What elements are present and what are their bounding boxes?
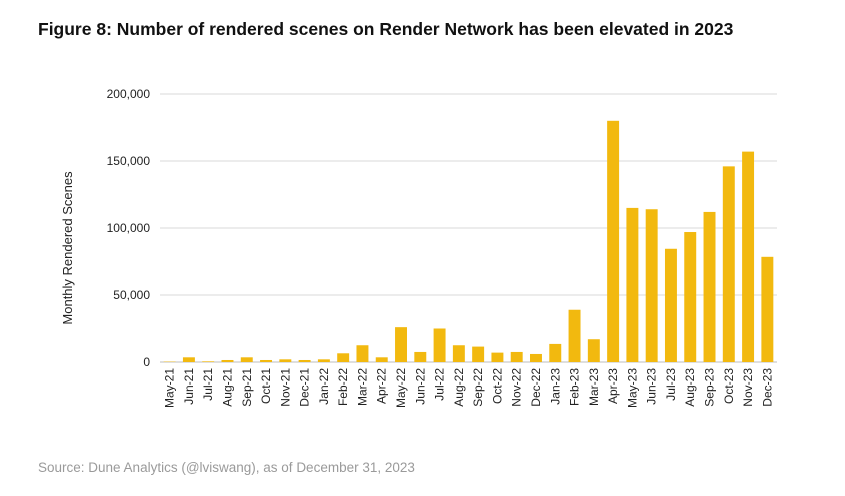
x-tick-label: Aug-21 [220, 368, 234, 407]
x-tick-label: Mar-22 [355, 368, 369, 406]
y-tick-label: 0 [143, 355, 150, 369]
x-tick-label: Aug-22 [452, 368, 466, 407]
bar [221, 359, 234, 362]
x-tick-label: Mar-23 [587, 368, 601, 406]
bar [472, 346, 485, 362]
bar [491, 352, 504, 362]
x-tick-label: Oct-21 [259, 368, 273, 404]
x-tick-label: Jul-23 [664, 368, 678, 401]
x-tick-label: Nov-21 [278, 368, 292, 407]
x-tick-label: Sep-21 [240, 368, 254, 407]
bar [568, 309, 581, 362]
x-tick-label: Aug-23 [683, 368, 697, 407]
x-tick-label: Sep-23 [703, 368, 717, 407]
bar [607, 120, 620, 362]
bar [742, 151, 755, 362]
bar [337, 353, 350, 362]
bar [414, 351, 427, 362]
y-axis-label: Monthly Rendered Scenes [60, 171, 75, 325]
x-tick-label: Jul-22 [433, 368, 447, 401]
bar [761, 256, 774, 362]
x-tick-label: Feb-23 [568, 368, 582, 406]
x-tick-label: Dec-22 [529, 368, 543, 407]
x-tick-label: Jun-22 [413, 368, 427, 405]
bar [202, 361, 215, 362]
bar [664, 248, 677, 362]
x-tick-label: Oct-23 [722, 368, 736, 404]
bar [530, 353, 542, 362]
bar [182, 357, 195, 362]
x-tick-label: Jan-22 [317, 368, 331, 405]
x-tick-label: Apr-23 [606, 368, 620, 404]
bar [395, 327, 407, 362]
x-axis-ticks: May-21 Jun-21 Jul-21 Aug-21 Sep-21 Oct-21 Nov-… [163, 368, 775, 408]
bars [163, 120, 774, 362]
x-tick-label: May-22 [394, 368, 408, 408]
source-note: Source: Dune Analytics (@lviswang), as o… [38, 460, 415, 475]
y-axis-ticks: 0 50,000 100,000 150,000 200,000 [107, 87, 151, 369]
bar [279, 359, 292, 362]
bar [240, 357, 253, 362]
bar [645, 209, 658, 362]
x-tick-label: Jun-21 [182, 368, 196, 405]
x-tick-label: Dec-23 [760, 368, 774, 407]
x-tick-label: Oct-22 [490, 368, 504, 404]
bar [260, 359, 273, 362]
x-tick-label: Sep-22 [471, 368, 485, 407]
x-tick-label: May-21 [163, 368, 177, 408]
bar [452, 345, 465, 362]
bar [722, 166, 735, 362]
x-tick-label: Nov-22 [510, 368, 524, 407]
bar [375, 357, 388, 362]
chart-title: Figure 8: Number of rendered scenes on R… [38, 19, 734, 39]
bar [510, 351, 523, 362]
bar [317, 359, 330, 362]
bar [433, 328, 446, 362]
bar [626, 207, 639, 362]
y-tick-label: 200,000 [107, 87, 151, 101]
x-tick-label: May-23 [625, 368, 639, 408]
bar [549, 343, 562, 362]
x-tick-label: Jul-21 [201, 368, 215, 401]
bar [703, 211, 716, 362]
y-tick-label: 50,000 [113, 288, 150, 302]
y-tick-label: 100,000 [107, 221, 151, 235]
x-tick-label: Feb-22 [336, 368, 350, 406]
x-tick-label: Jan-23 [548, 368, 562, 405]
bar [298, 359, 311, 362]
x-tick-label: Apr-22 [375, 368, 389, 404]
x-tick-label: Nov-23 [741, 368, 755, 407]
x-tick-label: Dec-21 [298, 368, 312, 407]
bar [356, 345, 369, 362]
x-tick-label: Jun-23 [645, 368, 659, 405]
y-tick-label: 150,000 [107, 154, 151, 168]
bar [587, 339, 600, 362]
bar [684, 232, 697, 362]
